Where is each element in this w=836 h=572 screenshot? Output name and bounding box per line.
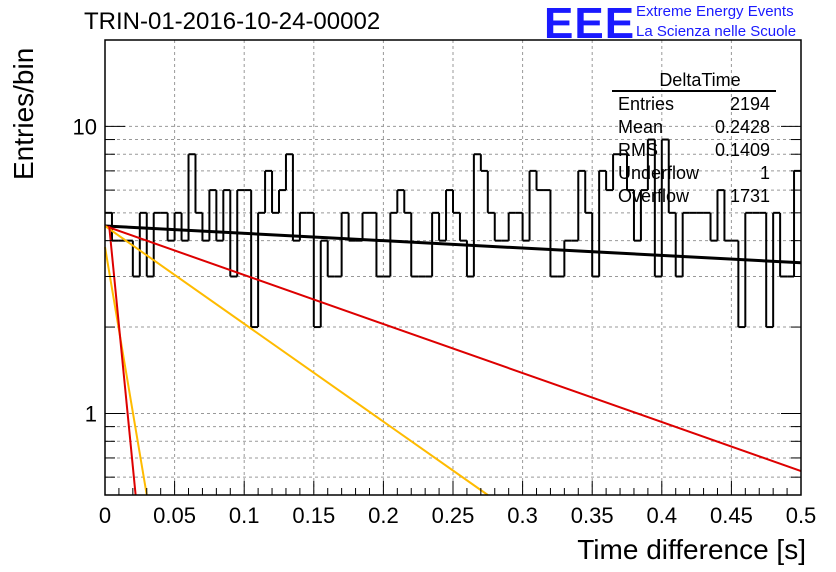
x-tick-label: 0.35 (571, 503, 614, 528)
histogram (105, 138, 801, 329)
grid (105, 39, 801, 495)
plot-title: TRIN-01-2016-10-24-00002 (84, 8, 381, 35)
stats-value: 1 (760, 163, 770, 183)
stats-box: DeltaTime Entries 2194 Mean 0.2428 RMS 0.1409 U… (612, 70, 776, 206)
stats-label: Entries (618, 94, 674, 114)
stats-value: 0.1409 (715, 140, 770, 160)
x-tick-label: 0.1 (229, 503, 260, 528)
eee-logo: EEE (544, 0, 636, 48)
stats-label: RMS (618, 140, 658, 160)
stats-label: Underflow (618, 163, 700, 183)
x-tick-label: 0.5 (786, 503, 817, 528)
fit-line (104, 246, 148, 496)
fit-line (108, 225, 137, 496)
x-tick-label: 0.15 (292, 503, 335, 528)
stats-value: 1731 (730, 186, 770, 206)
stats-value: 0.2428 (715, 117, 770, 137)
stats-label: Overflow (618, 186, 690, 206)
x-tick-label: 0 (99, 503, 111, 528)
axis-ticks: 0 0.05 0.1 0.15 0.2 0.25 0.3 0.35 0.4 0.45 0.5 1 10 (73, 39, 817, 528)
x-tick-label: 0.3 (507, 503, 538, 528)
x-tick-label: 0.4 (647, 503, 678, 528)
stats-title: DeltaTime (659, 70, 740, 90)
x-tick-label: 0.05 (153, 503, 196, 528)
fit-line (104, 224, 802, 265)
stats-value: 2194 (730, 94, 770, 114)
fit-lines (104, 224, 802, 496)
fit-line (104, 225, 802, 473)
stats-label: Mean (618, 117, 663, 137)
y-tick-label: 1 (85, 401, 97, 426)
y-tick-label: 10 (73, 114, 97, 139)
x-tick-label: 0.25 (432, 503, 475, 528)
x-tick-label: 0.2 (368, 503, 399, 528)
x-tick-label: 0.45 (710, 503, 753, 528)
fit-line (104, 225, 489, 496)
org-subtitle: La Scienza nelle Scuole (636, 23, 797, 40)
org-name: Extreme Energy Events (636, 3, 794, 20)
x-axis-label: Time difference [s] (577, 534, 806, 565)
